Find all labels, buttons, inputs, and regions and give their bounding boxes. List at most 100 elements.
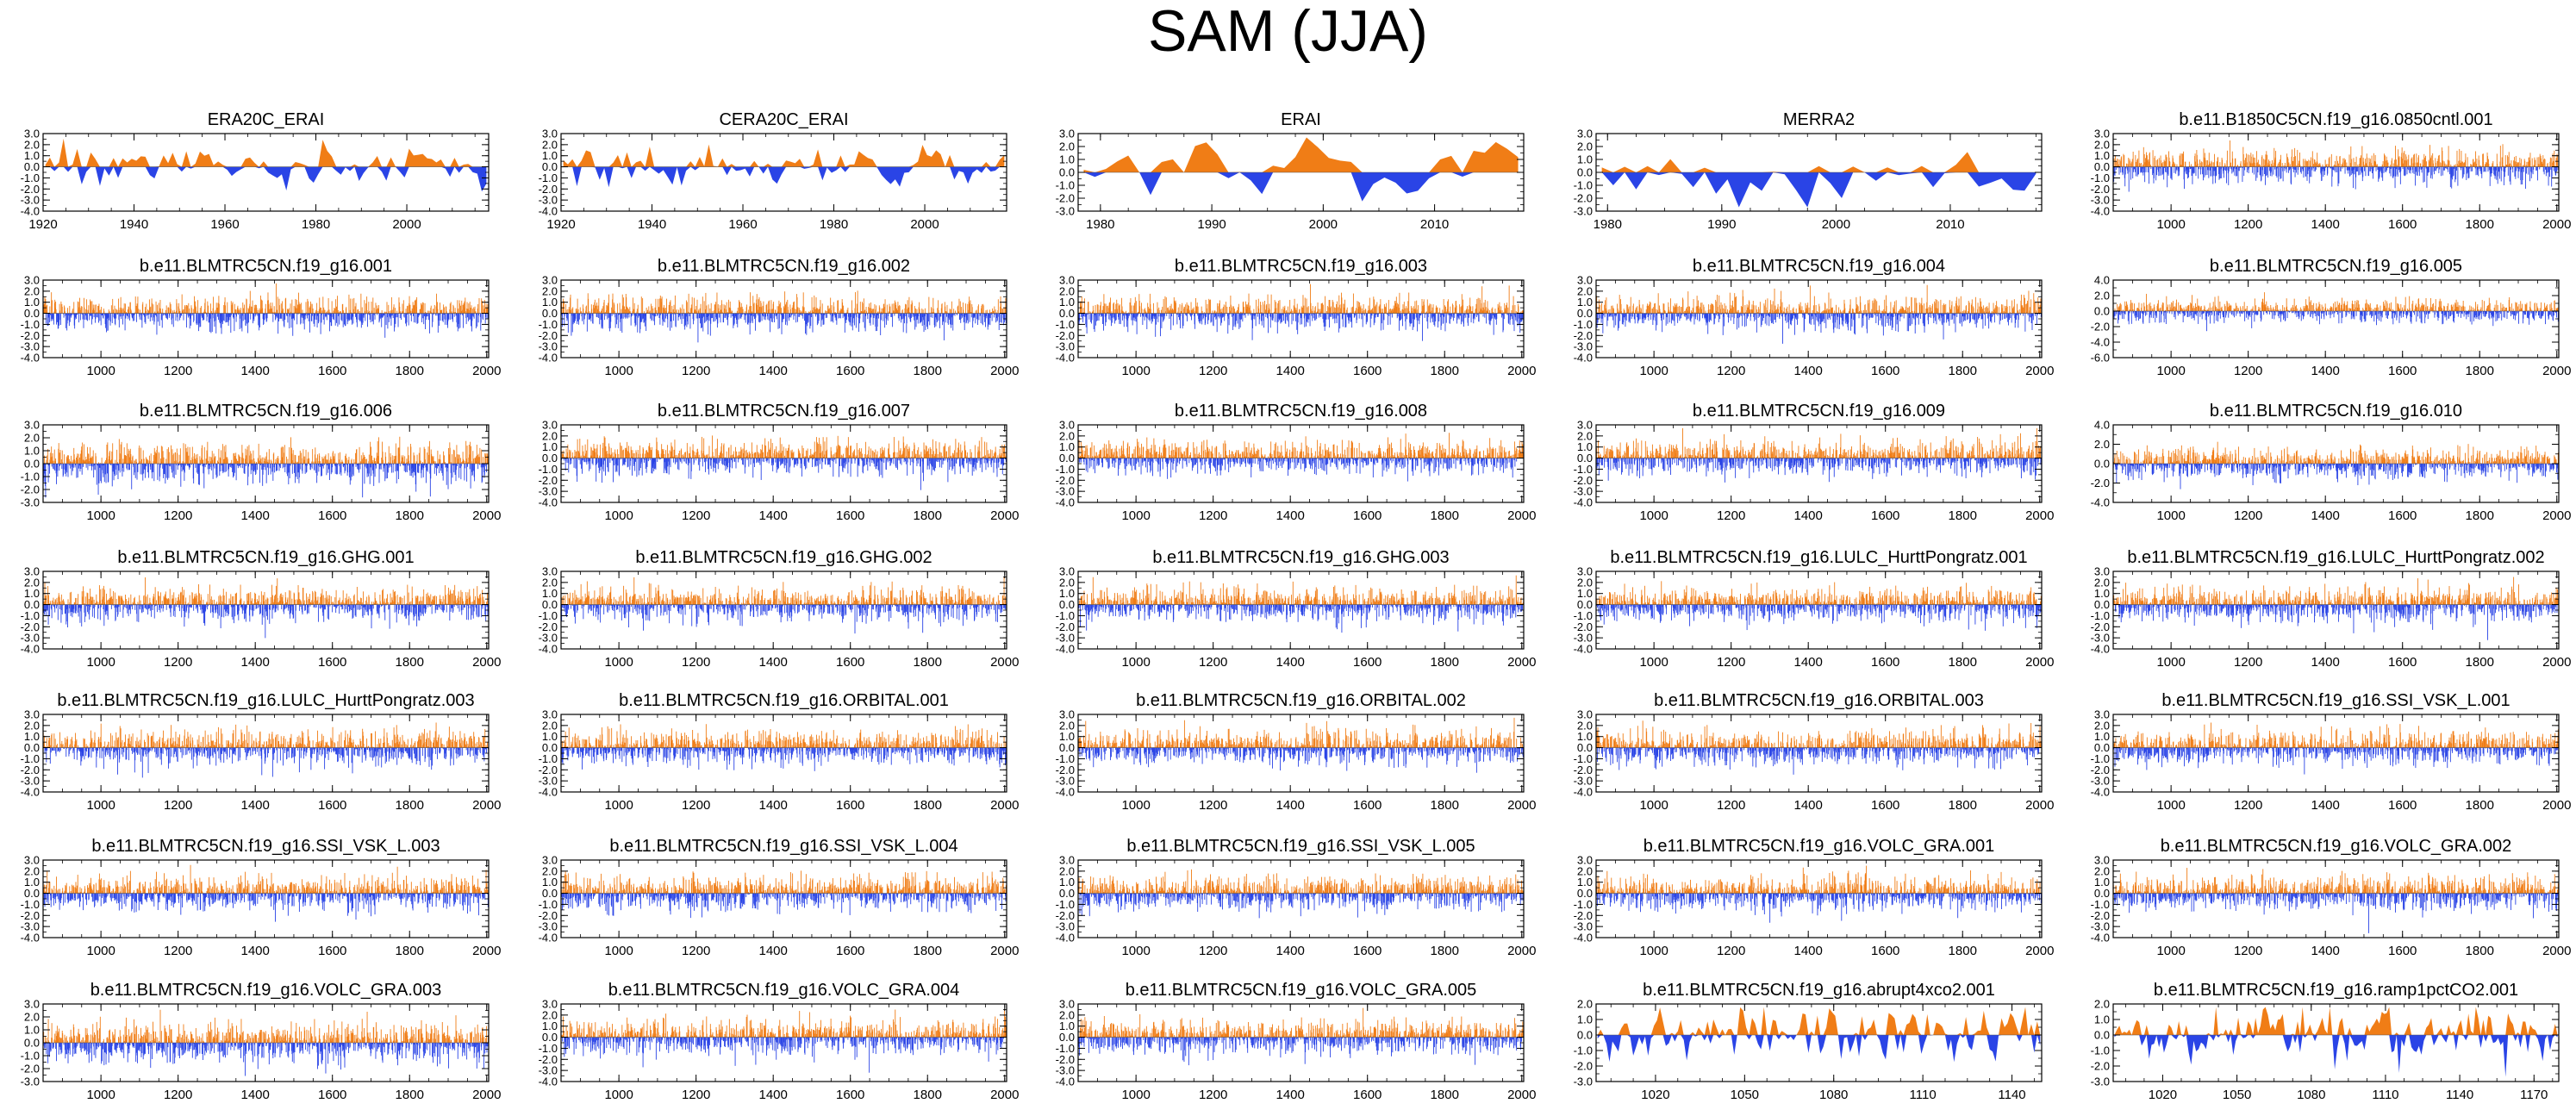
y-tick-label: 1.0 (1059, 730, 1075, 743)
y-tick-label: -4.0 (21, 932, 40, 945)
panel-chart: 3.02.01.00.0-1.0-2.0-3.0-4.0 1000 1200 1400… (1056, 419, 1537, 524)
y-tick-label: -3.0 (539, 920, 558, 933)
x-tick-label: 1000 (1639, 364, 1668, 378)
y-tick-label: -2.0 (2091, 620, 2110, 633)
negative-series (1077, 458, 1519, 482)
positive-series (1596, 427, 2041, 458)
y-tick-label: 0.0 (1577, 741, 1593, 754)
y-tick-label: -1.0 (539, 898, 558, 911)
x-tick-label: 1400 (2311, 217, 2340, 232)
x-tick-label: 1000 (86, 508, 115, 523)
y-tick-label: 4.0 (2094, 274, 2110, 287)
y-tick-label: 3.0 (1059, 419, 1075, 432)
y-tick-label: 2.0 (2094, 864, 2110, 877)
positive-series (43, 283, 489, 314)
y-tick-label: -2.0 (2091, 321, 2110, 334)
y-tick-label: 1.0 (24, 730, 40, 743)
y-tick-label: -3.0 (2091, 632, 2110, 645)
negative-series (42, 604, 489, 639)
y-tick-label: -4.0 (1574, 496, 1593, 509)
y-tick-label: 0.0 (24, 887, 40, 900)
x-tick-label: 1020 (1641, 1088, 1669, 1102)
y-tick-label: -2.0 (539, 183, 558, 196)
panel-title: ERA20C_ERAI (9, 110, 523, 130)
x-tick-label: 1200 (2234, 508, 2262, 523)
x-tick-label: 2000 (392, 217, 421, 232)
panel-chart: 4.0 2.0 0.0 -2.0 -4.0 -6.0 1000 1200 1400 1600 180… (2091, 274, 2572, 379)
x-tick-label: 1600 (1353, 798, 1382, 813)
x-tick-label: 1600 (1871, 798, 1899, 813)
x-tick-label: 1600 (2388, 798, 2417, 813)
y-tick-label: 0.0 (2094, 598, 2110, 611)
x-tick-label: 1200 (1717, 798, 1745, 813)
y-tick-label: -4.0 (2091, 643, 2110, 656)
y-tick-label: -4.0 (539, 352, 558, 365)
panel-chart: 3.02.01.00.0-1.0-2.0-3.0-4.0 1000 1200 1400… (1056, 565, 1537, 670)
positive-series (1596, 284, 2043, 314)
y-tick-label: 3.0 (2094, 565, 2110, 578)
y-tick-label: 4.0 (2094, 419, 2110, 432)
x-tick-label: 2000 (990, 798, 1019, 813)
panel-title: b.e11.BLMTRC5CN.f19_g16.010 (2079, 402, 2576, 421)
panel-title: MERRA2 (1562, 110, 2076, 130)
x-tick-label: 1800 (1949, 655, 1977, 670)
y-tick-label: -3.0 (1056, 340, 1075, 353)
x-tick-label: 2000 (472, 1088, 501, 1102)
negative-series (561, 747, 1007, 771)
x-tick-label: 1000 (86, 798, 115, 813)
panel-title: b.e11.BLMTRC5CN.f19_g16.VOLC_GRA.005 (1044, 981, 1558, 1001)
y-tick-label: 0.0 (24, 741, 40, 754)
x-tick-label: 1400 (241, 655, 270, 670)
x-tick-label: 1000 (2156, 217, 2185, 232)
x-tick-label: 1600 (2388, 944, 2417, 958)
panel-chart: 3.02.01.00.0-1.0-2.0-3.0-4.0 1000 1200 1400… (1574, 419, 2055, 524)
panel-title: b.e11.BLMTRC5CN.f19_g16.008 (1044, 402, 1558, 421)
x-tick-label: 1800 (396, 798, 424, 813)
y-tick-label: -3.0 (21, 1075, 40, 1088)
x-tick-label: 1140 (1998, 1088, 2025, 1102)
y-tick-label: 2.0 (542, 1008, 558, 1021)
y-tick-label: -3.0 (2091, 1075, 2110, 1088)
panel-title: b.e11.BLMTRC5CN.f19_g16.LULC_HurttPongra… (1562, 548, 2076, 568)
y-tick-label: 0.0 (24, 307, 40, 320)
y-tick-label: -2.0 (1574, 620, 1593, 633)
y-tick-label: 3.0 (2094, 708, 2110, 721)
y-tick-label: 1.0 (1577, 1013, 1593, 1026)
x-tick-label: 2000 (990, 508, 1019, 523)
y-tick-label: -3.0 (1574, 1075, 1593, 1088)
panel-chart: 3.02.01.00.0-1.0-2.0-3.0-4.0 1000 1200 1400… (1574, 708, 2055, 814)
y-tick-label: -1.0 (1574, 609, 1593, 622)
y-tick-label: -4.0 (21, 205, 40, 218)
y-tick-label: -4.0 (21, 786, 40, 799)
x-tick-label: 1400 (1794, 508, 1823, 523)
y-tick-label: 2.0 (542, 719, 558, 732)
y-tick-label: 2.0 (2094, 438, 2110, 451)
y-tick-label: 3.0 (1059, 854, 1075, 867)
y-tick-label: 2.0 (2094, 719, 2110, 732)
y-tick-label: -3.0 (539, 1064, 558, 1077)
negative-area (1601, 172, 2036, 208)
x-tick-label: 1400 (2311, 655, 2340, 670)
y-tick-label: -1.0 (2091, 171, 2110, 184)
x-tick-label: 2000 (1507, 655, 1536, 670)
y-tick-label: -4.0 (2091, 336, 2110, 349)
y-tick-label: -4.0 (1056, 352, 1075, 365)
panel-title: b.e11.B1850C5CN.f19_g16.0850cntl.001 (2079, 110, 2576, 130)
y-tick-label: -1.0 (539, 463, 558, 476)
x-tick-label: 1400 (1276, 944, 1305, 958)
negative-series (1595, 313, 2042, 344)
y-tick-label: -2.0 (1574, 474, 1593, 487)
positive-series (1079, 1007, 1525, 1038)
panel-title: b.e11.BLMTRC5CN.f19_g16.003 (1044, 257, 1558, 277)
panel-chart: 3.02.01.00.0-1.0-2.0-3.0-4.0 1000 1200 1400… (1574, 274, 2055, 379)
y-tick-label: 2.0 (1577, 284, 1593, 297)
x-tick-label: 1800 (1949, 364, 1977, 378)
negative-area (2114, 1035, 2558, 1077)
negative-series (1078, 747, 1525, 773)
x-tick-label: 1000 (1121, 944, 1150, 958)
y-tick-label: -3.0 (1574, 485, 1593, 498)
y-tick-label: 3.0 (542, 998, 558, 1011)
y-tick-label: -2.0 (21, 329, 40, 342)
y-tick-label: -1.0 (1574, 752, 1593, 765)
